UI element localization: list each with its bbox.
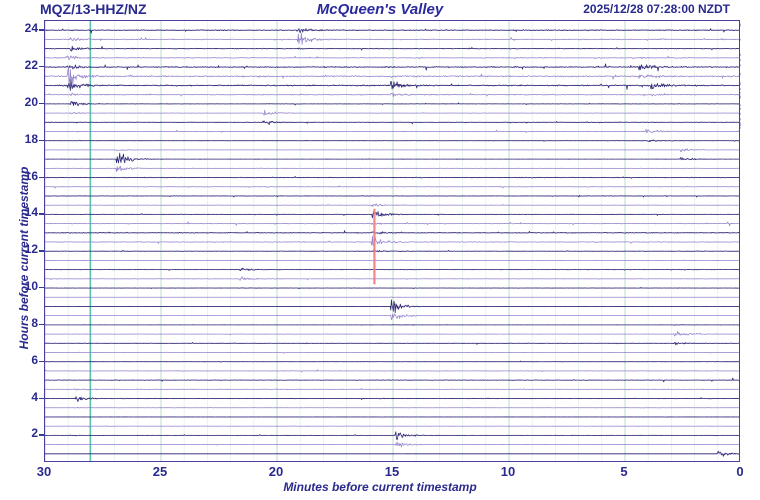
trace-row: [45, 45, 739, 52]
y-tick-22: 22: [24, 58, 38, 73]
trace-row: [45, 296, 739, 298]
trace-group: [45, 28, 739, 457]
trace-row: [45, 194, 739, 198]
trace-row: [45, 230, 739, 235]
y-tick-24: 24: [24, 21, 38, 36]
trace-row: [45, 109, 739, 116]
trace-row: [45, 406, 739, 409]
trace-row: [45, 128, 739, 134]
x-tick-25: 25: [152, 464, 168, 479]
x-tick-0: 0: [736, 464, 744, 479]
trace-row: [45, 120, 739, 126]
trace-row: [45, 330, 739, 337]
trace-row: [45, 28, 739, 34]
y-tick-4: 4: [31, 389, 38, 404]
timestamp-label: 2025/12/28 07:28:00 NZDT: [583, 2, 730, 16]
x-tick-15: 15: [384, 464, 400, 479]
trace-row: [45, 360, 739, 363]
y-tick-12: 12: [24, 242, 38, 257]
trace-row: [45, 176, 739, 179]
trace-row: [45, 286, 739, 290]
trace-row: [45, 66, 739, 86]
y-tick-mark: [39, 434, 44, 436]
trace-row: [45, 396, 739, 403]
trace-row: [45, 249, 739, 253]
x-tick-10: 10: [500, 464, 516, 479]
x-tick-5: 5: [620, 464, 628, 479]
y-tick-mark: [39, 66, 44, 68]
trace-row: [45, 203, 739, 207]
y-tick-mark: [39, 250, 44, 252]
trace-row: [45, 139, 739, 143]
y-tick-20: 20: [24, 94, 38, 109]
y-tick-mark: [39, 287, 44, 289]
y-tick-mark: [39, 29, 44, 31]
y-tick-18: 18: [24, 131, 38, 146]
header: MQZ/13-HHZ/NZ McQueen's Valley 2025/12/2…: [0, 0, 760, 20]
y-axis-title: Hours before current timestamp: [17, 166, 31, 350]
y-tick-mark: [39, 397, 44, 399]
y-tick-mark: [39, 213, 44, 215]
trace-row: [45, 152, 739, 164]
trace-row: [45, 441, 739, 448]
y-tick-16: 16: [24, 168, 38, 183]
x-tick-20: 20: [268, 464, 284, 479]
trace-row: [45, 431, 739, 441]
trace-row: [45, 425, 739, 428]
y-tick-mark: [39, 176, 44, 178]
y-tick-6: 6: [31, 352, 38, 367]
trace-row: [45, 165, 739, 173]
y-tick-14: 14: [24, 205, 38, 220]
trace-row: [45, 101, 739, 107]
trace-row: [45, 32, 739, 45]
trace-row: [45, 388, 739, 391]
trace-row: [45, 351, 739, 354]
trace-row: [45, 148, 739, 153]
station-code: MQZ/13-HHZ/NZ: [40, 1, 147, 17]
x-axis-title: Minutes before current timestamp: [283, 480, 477, 494]
trace-row: [45, 313, 739, 321]
trace-row: [45, 276, 739, 281]
trace-row: [45, 259, 739, 262]
y-tick-mark: [39, 102, 44, 105]
seismogram-plot: [44, 20, 740, 462]
trace-row: [45, 55, 739, 60]
trace-row: [45, 377, 739, 383]
trace-row: [45, 221, 739, 227]
y-tick-2: 2: [31, 426, 38, 441]
trace-row: [45, 299, 739, 314]
y-tick-mark: [39, 323, 44, 326]
trace-row: [45, 78, 739, 91]
trace-row: [45, 324, 739, 326]
page-title: McQueen's Valley: [316, 1, 444, 18]
y-tick-10: 10: [24, 279, 38, 294]
x-tick-30: 30: [36, 464, 52, 479]
trace-row: [45, 450, 739, 457]
trace-row: [45, 185, 739, 189]
trace-row: [45, 235, 739, 246]
trace-row: [45, 63, 739, 72]
y-tick-mark: [39, 139, 44, 142]
trace-row: [45, 267, 739, 272]
trace-row: [45, 92, 739, 98]
trace-row: [45, 369, 739, 373]
y-tick-8: 8: [31, 315, 38, 330]
trace-row: [45, 211, 739, 219]
trace-row: [45, 341, 739, 346]
y-tick-mark: [39, 360, 44, 363]
